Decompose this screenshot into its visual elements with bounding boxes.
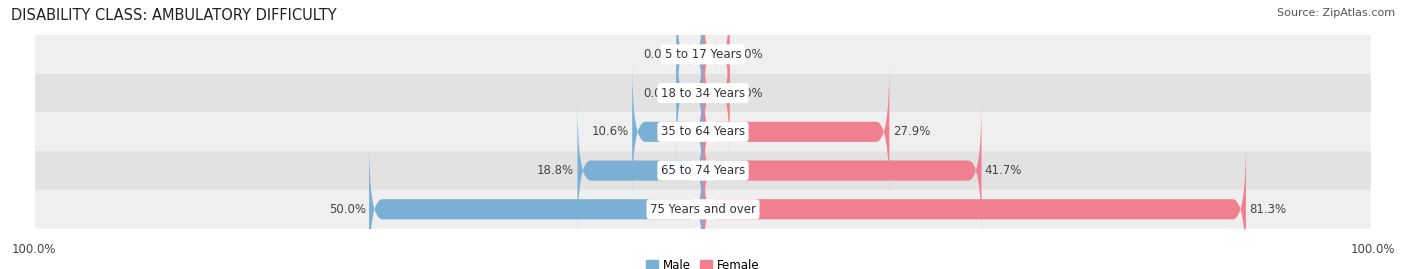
- Text: 0.0%: 0.0%: [644, 87, 673, 100]
- FancyBboxPatch shape: [703, 103, 981, 238]
- Legend: Male, Female: Male, Female: [641, 254, 765, 269]
- FancyBboxPatch shape: [35, 151, 1371, 190]
- Text: 41.7%: 41.7%: [984, 164, 1022, 177]
- Text: 0.0%: 0.0%: [644, 48, 673, 61]
- FancyBboxPatch shape: [368, 142, 703, 269]
- FancyBboxPatch shape: [703, 26, 730, 161]
- Text: 18 to 34 Years: 18 to 34 Years: [661, 87, 745, 100]
- FancyBboxPatch shape: [676, 0, 703, 122]
- Text: 65 to 74 Years: 65 to 74 Years: [661, 164, 745, 177]
- FancyBboxPatch shape: [35, 35, 1371, 74]
- Text: 0.0%: 0.0%: [733, 87, 762, 100]
- FancyBboxPatch shape: [676, 26, 703, 161]
- Text: 35 to 64 Years: 35 to 64 Years: [661, 125, 745, 138]
- FancyBboxPatch shape: [35, 74, 1371, 112]
- FancyBboxPatch shape: [703, 142, 1246, 269]
- FancyBboxPatch shape: [578, 103, 703, 238]
- Text: 5 to 17 Years: 5 to 17 Years: [665, 48, 741, 61]
- FancyBboxPatch shape: [703, 64, 890, 199]
- Text: 81.3%: 81.3%: [1250, 203, 1286, 216]
- FancyBboxPatch shape: [703, 0, 730, 122]
- FancyBboxPatch shape: [633, 64, 703, 199]
- Text: 100.0%: 100.0%: [11, 243, 56, 256]
- Text: 50.0%: 50.0%: [329, 203, 366, 216]
- Text: 27.9%: 27.9%: [893, 125, 929, 138]
- Text: 10.6%: 10.6%: [592, 125, 628, 138]
- Text: 75 Years and over: 75 Years and over: [650, 203, 756, 216]
- Text: 100.0%: 100.0%: [1350, 243, 1395, 256]
- Text: DISABILITY CLASS: AMBULATORY DIFFICULTY: DISABILITY CLASS: AMBULATORY DIFFICULTY: [11, 8, 337, 23]
- FancyBboxPatch shape: [35, 112, 1371, 151]
- Text: 0.0%: 0.0%: [733, 48, 762, 61]
- Text: 18.8%: 18.8%: [537, 164, 574, 177]
- Text: Source: ZipAtlas.com: Source: ZipAtlas.com: [1277, 8, 1395, 18]
- FancyBboxPatch shape: [35, 190, 1371, 229]
